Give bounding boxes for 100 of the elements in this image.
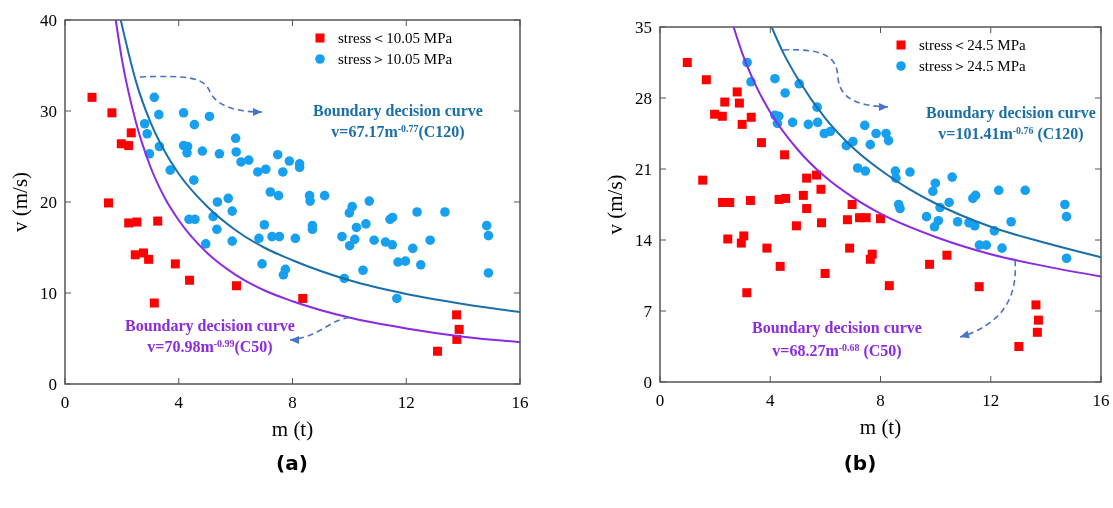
point [126,128,136,138]
point [803,119,814,130]
point [865,139,876,150]
point [883,135,894,146]
point [847,200,857,209]
point [144,254,154,264]
point [107,108,117,118]
point [701,75,711,85]
y-tick-label: 28 [635,89,652,108]
y-tick-label: 0 [48,375,57,394]
point [231,281,241,291]
point [993,185,1004,196]
point [928,186,938,197]
annotation: Boundary decision curve [313,102,483,120]
point [739,231,749,241]
annotation: v=70.98m$^{-0.99}$(C50) [147,337,273,356]
point [929,222,940,232]
point [942,250,952,260]
point [1020,185,1030,196]
point [153,216,163,226]
point [736,238,746,248]
point [816,184,826,194]
point [780,88,790,98]
point [138,248,148,258]
x-tick-label: 16 [511,393,529,412]
x-axis-title: m (t) [271,417,314,441]
y-tick-label: 7 [643,302,653,321]
point [682,58,692,67]
x-tick-label: 12 [397,393,415,412]
point [861,213,871,223]
point [881,128,891,139]
point [734,98,744,108]
point [845,243,855,253]
point [454,324,464,334]
annotation: Boundary decision curve [125,317,295,335]
point [802,204,812,214]
legend-label: stress＞24.5 MPa [919,58,1027,74]
point [1061,253,1072,264]
point [825,126,836,137]
point [930,178,941,188]
point [871,128,881,139]
point [820,268,830,278]
point [969,221,980,231]
point [1033,315,1043,325]
annotation: v=67.17m$^{-0.77}$(C120) [331,122,465,141]
point [710,109,720,119]
point [1006,216,1016,227]
point [87,92,97,102]
point [452,310,462,320]
point [791,221,801,231]
point [1061,211,1072,222]
point [859,120,870,131]
line-series [770,27,1101,259]
point [746,112,756,122]
point [170,259,180,269]
point [925,259,935,269]
legend-label: stress＜10.05 MPa [338,30,453,46]
point [185,275,195,285]
point [884,281,894,291]
point [812,117,823,128]
x-tick-label: 0 [60,393,70,412]
point [742,288,752,298]
x-tick-label: 8 [288,393,297,412]
y-axis-title: v (m/s) [603,174,627,235]
point [124,141,134,151]
x-tick-label: 16 [1092,391,1110,410]
point [737,119,747,129]
x-tick-label: 12 [982,391,1000,410]
annotation: v=101.41m$^{-0.76}$ (C120) [938,124,1084,143]
legend-label: stress＜24.5 MPa [919,37,1027,53]
point [770,73,780,84]
y-tick-label: 0 [643,373,652,392]
y-tick-label: 30 [40,102,57,121]
point [944,197,954,208]
point [745,195,755,205]
point [974,282,984,292]
point [1014,342,1024,351]
annotation: v=68.27m$^{-0.68}$ (C50) [772,341,902,360]
y-tick-label: 21 [635,160,652,179]
point [756,138,766,148]
point [781,193,791,203]
x-tick-label: 8 [876,391,885,410]
point [817,218,827,228]
point [852,163,863,173]
point [775,261,785,271]
point [860,166,871,176]
point [433,346,443,356]
point [812,170,822,180]
annotation: Boundary decision curve [752,319,922,337]
y-tick-label: 35 [635,18,652,37]
y-tick-label: 20 [40,193,57,212]
point [848,136,858,147]
point [842,215,852,225]
point [149,298,159,308]
point [132,217,142,227]
y-axis-title: v (m/s) [8,171,32,233]
text: (b) [843,451,877,475]
point [725,197,735,207]
point [802,173,812,183]
x-tick-label: 4 [174,393,184,412]
